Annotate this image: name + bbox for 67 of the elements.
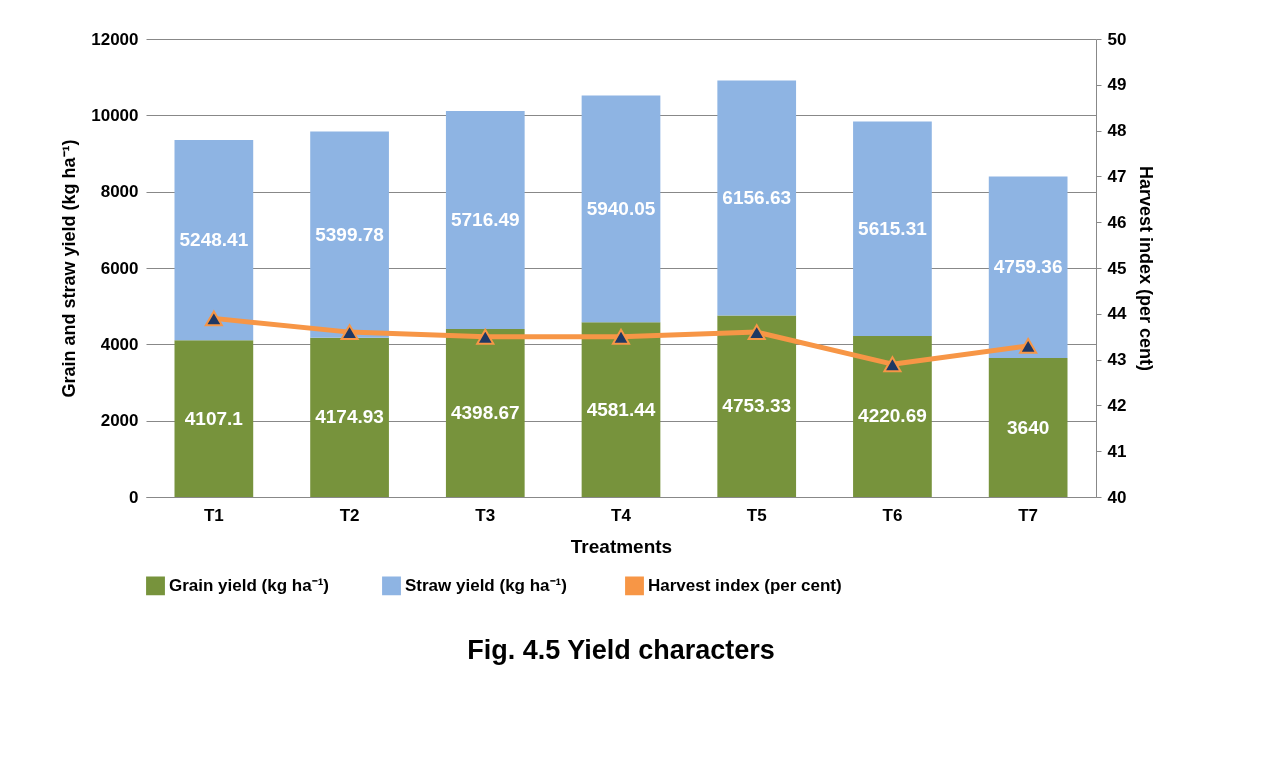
point <box>476 328 495 345</box>
y2-tick-label: 42 <box>1107 395 1127 415</box>
data-label: 4107.1 <box>184 407 244 429</box>
data-label: 5399.78 <box>315 223 384 245</box>
bar <box>853 335 932 497</box>
bar <box>445 329 525 497</box>
bar <box>717 80 797 316</box>
data-label: 4581.44 <box>586 398 656 420</box>
y2-tick-label: 47 <box>1107 166 1127 186</box>
bar <box>581 95 661 323</box>
bar <box>310 131 389 338</box>
y2-tick-label: 40 <box>1107 487 1127 507</box>
bar <box>310 337 389 497</box>
x-tick-label: T1 <box>203 505 224 525</box>
data-label: 5615.31 <box>858 217 928 239</box>
data-label: 3640 <box>1007 416 1050 438</box>
data-label: 5940.05 <box>586 197 656 219</box>
data-label: 4220.69 <box>858 405 927 427</box>
point <box>204 310 223 327</box>
legend-label: Harvest index (per cent) <box>648 575 842 595</box>
bar <box>988 176 1068 359</box>
bar <box>853 121 932 336</box>
y-tick-label: 8000 <box>100 182 139 202</box>
y2-tick-label: 41 <box>1107 441 1127 461</box>
point <box>340 324 359 341</box>
y2-tick-label: 44 <box>1107 304 1127 324</box>
x-tick-label: T6 <box>882 505 903 525</box>
y2-axis-title: Harvest index (per cent) <box>1136 165 1157 372</box>
bar <box>581 322 661 497</box>
y2-tick-label: 43 <box>1107 350 1127 370</box>
data-label: 4753.33 <box>722 395 792 417</box>
y2-tick-label: 50 <box>1107 29 1127 49</box>
point <box>611 328 631 345</box>
y-tick-label: 12000 <box>91 29 139 49</box>
y-tick-label: 10000 <box>91 105 139 125</box>
data-label: 5716.49 <box>450 209 520 231</box>
x-tick-label: T2 <box>339 505 360 525</box>
y-axis-title: Grain and straw yield (kg ha⁻¹) <box>59 139 80 398</box>
point <box>1019 337 1038 354</box>
y2-tick-label: 46 <box>1107 212 1127 232</box>
x-tick-label: T5 <box>746 505 767 525</box>
y-tick-label: 2000 <box>100 411 139 431</box>
point <box>747 324 766 341</box>
bar <box>174 340 254 497</box>
y-tick-label: 4000 <box>100 334 139 354</box>
point <box>883 356 902 373</box>
text: Fig. 4.5 Yield characters <box>467 635 775 665</box>
y-tick-label: 6000 <box>100 258 139 278</box>
y2-tick-label: 45 <box>1107 258 1127 278</box>
data-label: 4398.67 <box>450 402 520 424</box>
x-tick-label: T3 <box>475 505 496 525</box>
bar <box>174 139 254 341</box>
x-tick-label: T4 <box>611 505 632 525</box>
legend-label: Grain yield (kg ha⁻¹) <box>169 575 329 595</box>
bar <box>717 315 797 497</box>
bar <box>445 110 525 330</box>
data-label: 5248.41 <box>179 229 249 251</box>
data-label: 6156.63 <box>722 187 792 209</box>
y2-tick-label: 49 <box>1107 75 1127 95</box>
x-axis-title: Treatments <box>570 535 673 557</box>
y2-tick-label: 48 <box>1107 121 1127 141</box>
y-tick-label: 0 <box>129 487 139 507</box>
data-label: 4174.93 <box>315 406 384 428</box>
legend-label: Straw yield (kg ha⁻¹) <box>405 575 567 595</box>
data-label: 4759.36 <box>993 256 1063 278</box>
bar <box>988 358 1068 497</box>
x-tick-label: T7 <box>1018 505 1039 525</box>
